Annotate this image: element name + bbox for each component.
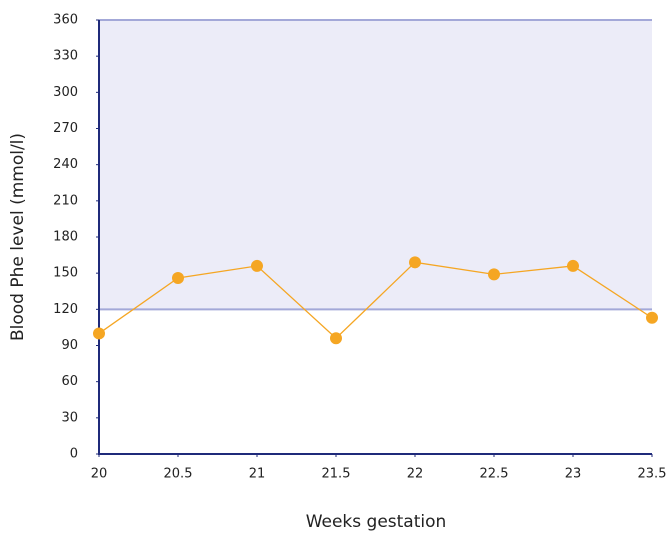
x-tick-label: 20.5 [164,467,193,482]
x-tick-label: 21.5 [322,467,351,482]
y-tick-label: 270 [53,121,78,136]
y-tick-label: 150 [53,266,78,281]
line [98,261,653,340]
point [93,327,105,340]
y-tick-label: 90 [61,338,78,353]
point [567,259,579,272]
y-tick-label: 0 [70,447,78,462]
y-tick-label: 210 [53,193,78,208]
target-band [99,20,652,310]
y-tick-label: 120 [53,302,78,317]
point [409,256,421,269]
y-tick-label: 180 [53,230,78,245]
x-tick-label: 22.5 [480,467,509,482]
y-tick-label: 30 [61,410,78,425]
x-tick-label: 20 [91,467,108,482]
y-tick-label: 60 [61,374,78,389]
y-tick-label: 300 [53,85,78,100]
x-axis-title: Weeks gestation [306,512,447,532]
point [488,268,500,281]
point [172,271,184,284]
y-tick-label: 360 [53,13,78,28]
y-tick-label: 240 [53,157,78,172]
point [251,259,263,272]
x-tick-label: 22 [407,467,424,482]
point [646,311,658,324]
point [330,332,342,345]
y-axis-title: Blood Phe level (mmol/l) [8,133,28,341]
x-tick-label: 21 [249,467,266,482]
x-tick-label: 23 [565,467,582,482]
x-tick-label: 23.5 [638,467,667,482]
y-tick-label: 330 [53,49,78,64]
